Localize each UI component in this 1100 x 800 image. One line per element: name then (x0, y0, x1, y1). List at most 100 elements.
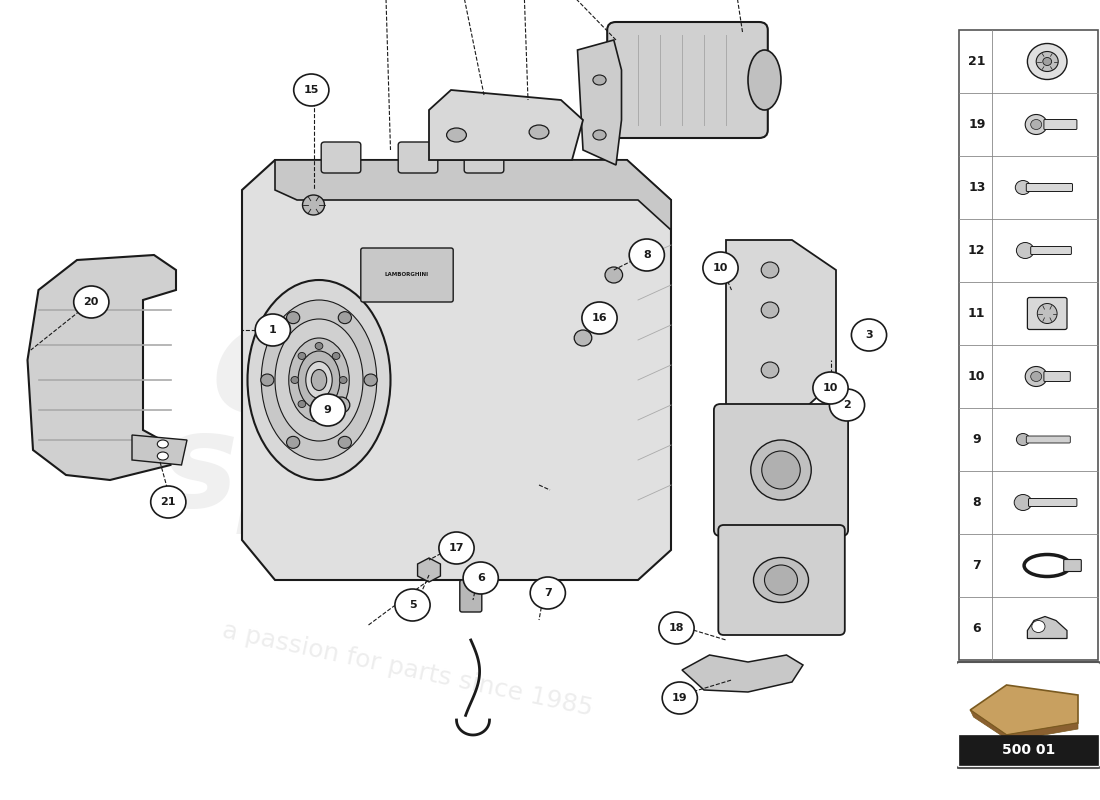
Ellipse shape (593, 75, 606, 85)
Circle shape (338, 436, 352, 448)
Text: 8: 8 (642, 250, 651, 260)
Circle shape (395, 589, 430, 621)
Circle shape (1025, 366, 1047, 386)
Ellipse shape (298, 351, 340, 409)
FancyBboxPatch shape (1026, 183, 1072, 191)
Circle shape (332, 401, 340, 407)
Text: 7: 7 (543, 588, 552, 598)
Ellipse shape (754, 558, 808, 602)
Text: 11: 11 (968, 307, 986, 320)
Circle shape (290, 377, 299, 383)
Circle shape (302, 195, 324, 215)
Circle shape (151, 486, 186, 518)
FancyBboxPatch shape (321, 142, 361, 173)
Circle shape (1016, 434, 1030, 446)
Ellipse shape (447, 128, 466, 142)
Ellipse shape (157, 440, 168, 448)
Circle shape (339, 312, 352, 324)
Polygon shape (970, 685, 1078, 735)
FancyBboxPatch shape (1044, 119, 1077, 130)
FancyBboxPatch shape (464, 142, 504, 173)
Circle shape (530, 577, 565, 609)
Circle shape (629, 239, 664, 271)
Ellipse shape (288, 338, 350, 422)
Text: spares: spares (160, 406, 654, 534)
Circle shape (659, 612, 694, 644)
Circle shape (294, 74, 329, 106)
Text: 21: 21 (161, 497, 176, 507)
Text: 20: 20 (84, 297, 99, 307)
Circle shape (1043, 58, 1052, 66)
Circle shape (286, 312, 300, 324)
FancyBboxPatch shape (959, 30, 1098, 660)
FancyBboxPatch shape (1031, 246, 1071, 254)
FancyBboxPatch shape (607, 22, 768, 138)
Polygon shape (578, 40, 621, 165)
Circle shape (315, 342, 323, 350)
Text: 10: 10 (713, 263, 728, 273)
Circle shape (813, 372, 848, 404)
Circle shape (829, 389, 865, 421)
Text: 12: 12 (968, 244, 986, 257)
FancyBboxPatch shape (1064, 559, 1081, 571)
Circle shape (703, 252, 738, 284)
FancyBboxPatch shape (361, 248, 453, 302)
Circle shape (1032, 621, 1045, 633)
Polygon shape (429, 90, 583, 160)
Circle shape (605, 267, 623, 283)
FancyBboxPatch shape (1028, 498, 1077, 506)
FancyBboxPatch shape (959, 735, 1098, 765)
Circle shape (332, 397, 350, 413)
Circle shape (261, 374, 274, 386)
Circle shape (761, 362, 779, 378)
Circle shape (1031, 371, 1042, 382)
Text: 21: 21 (968, 55, 986, 68)
Circle shape (463, 562, 498, 594)
Circle shape (339, 377, 348, 383)
FancyBboxPatch shape (398, 142, 438, 173)
FancyBboxPatch shape (1026, 436, 1070, 443)
Ellipse shape (593, 130, 606, 140)
Text: 16: 16 (592, 313, 607, 323)
Ellipse shape (748, 50, 781, 110)
Text: 13: 13 (968, 181, 986, 194)
Text: 19: 19 (968, 118, 986, 131)
Circle shape (332, 353, 340, 359)
Text: 500 01: 500 01 (1002, 743, 1055, 757)
Circle shape (74, 286, 109, 318)
Text: 6: 6 (972, 622, 981, 635)
Circle shape (761, 302, 779, 318)
Ellipse shape (275, 319, 363, 441)
Text: 9: 9 (972, 433, 981, 446)
Polygon shape (1027, 617, 1067, 638)
Text: 17: 17 (449, 543, 464, 553)
Circle shape (286, 436, 300, 448)
Polygon shape (132, 435, 187, 465)
Ellipse shape (750, 440, 812, 500)
FancyBboxPatch shape (1044, 371, 1070, 382)
Text: 7: 7 (972, 559, 981, 572)
Text: 19: 19 (672, 693, 688, 703)
Text: 10: 10 (823, 383, 838, 393)
Circle shape (1015, 181, 1031, 194)
Polygon shape (726, 240, 836, 410)
Circle shape (1025, 114, 1047, 134)
Circle shape (1014, 494, 1032, 510)
Ellipse shape (262, 300, 376, 460)
Circle shape (764, 565, 798, 595)
FancyBboxPatch shape (460, 580, 482, 612)
Polygon shape (682, 655, 803, 692)
Circle shape (1036, 51, 1058, 71)
Circle shape (1027, 43, 1067, 79)
Polygon shape (275, 160, 671, 230)
Polygon shape (242, 160, 671, 580)
Ellipse shape (529, 125, 549, 139)
Ellipse shape (157, 452, 168, 460)
Text: 10: 10 (968, 370, 986, 383)
Circle shape (1031, 119, 1042, 130)
Text: 6: 6 (476, 573, 485, 583)
Text: 5: 5 (409, 600, 416, 610)
Circle shape (364, 374, 377, 386)
Text: 18: 18 (669, 623, 684, 633)
Text: 15: 15 (304, 85, 319, 95)
